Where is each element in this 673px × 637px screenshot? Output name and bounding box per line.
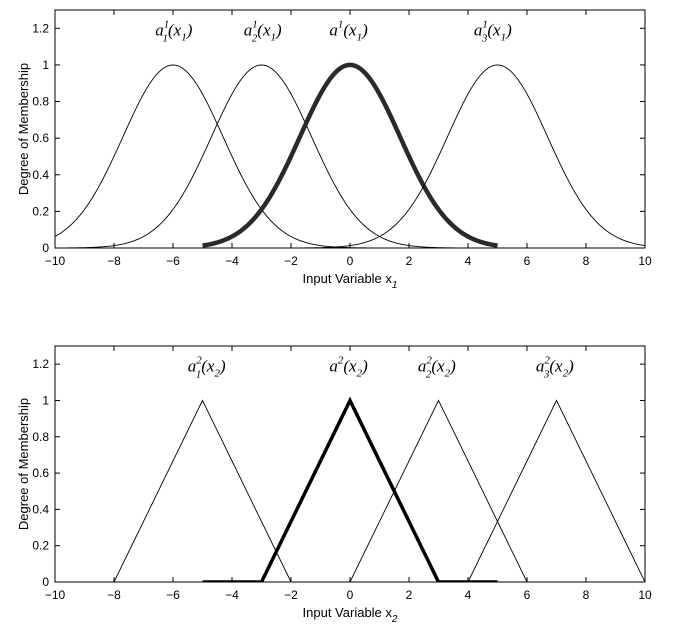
x-tick-label: −10 <box>45 254 66 268</box>
y-tick-label: 1 <box>42 393 49 407</box>
x-tick-label: 6 <box>524 588 531 602</box>
series-label-3: a1(x1) <box>329 19 368 44</box>
x-axis-label-text: Input Variable x <box>303 605 393 620</box>
series-label-1: a1 1(x1) <box>155 19 192 45</box>
series-label-4: a2 3(x2) <box>536 354 574 380</box>
y-tick-label: 0.8 <box>32 95 49 109</box>
y-tick-label: 0.6 <box>32 466 49 480</box>
x-tick-label: 10 <box>638 588 652 602</box>
plot-frame <box>54 345 646 583</box>
y-tick-label: 0 <box>42 241 49 255</box>
x-axis-label: Input Variable x2 <box>303 605 398 625</box>
plot-1: −10 −8 −6 −4 −2 0 2 4 6 8 10 0 0.2 0.4 0.6 0.8 1 1.2 Degre… <box>16 9 652 291</box>
x-tick-label: 8 <box>583 254 590 268</box>
series-label-1: a2 1(x2) <box>188 354 226 380</box>
x-tick-label: −8 <box>107 588 121 602</box>
x-tick-label: −8 <box>107 254 121 268</box>
x-tick-label: −10 <box>45 588 66 602</box>
series-line-3 <box>202 62 498 248</box>
y-tick-label: 0.8 <box>32 430 49 444</box>
x-axis-label-subscript: 1 <box>392 280 398 291</box>
series-line-2 <box>202 396 498 582</box>
x-tick-label: 10 <box>638 254 652 268</box>
y-tick-label: 0.6 <box>32 131 49 145</box>
series-label-2: a2(x2) <box>329 354 368 379</box>
x-tick-label: 2 <box>406 254 413 268</box>
plot-2: −10 −8 −6 −4 −2 0 2 4 6 8 10 0 0.2 0.4 0.6 0.8 1 1.2 Degre… <box>16 345 652 625</box>
series-line-1 <box>55 64 645 248</box>
series-line-3 <box>349 399 528 582</box>
y-axis-label: Degree of Membership <box>16 63 31 195</box>
x-tick-label: −2 <box>284 588 298 602</box>
y-tick-label: 1.2 <box>32 21 49 35</box>
y-tick-label: 0.4 <box>32 502 49 516</box>
y-tick-label: 0.4 <box>32 168 49 182</box>
y-tick-label: 1.2 <box>32 357 49 371</box>
x-tick-label: 0 <box>347 254 354 268</box>
x-tick-label: 0 <box>347 588 354 602</box>
series-label-2: a1 2(x1) <box>244 19 282 45</box>
series-line-4 <box>467 399 645 582</box>
x-tick-label: 4 <box>465 254 472 268</box>
x-tick-label: −6 <box>166 588 180 602</box>
x-tick-label: 2 <box>406 588 413 602</box>
y-tick-label: 0.2 <box>32 204 49 218</box>
y-tick-label: 0.2 <box>32 539 49 553</box>
y-tick-label: 1 <box>42 58 49 72</box>
x-tick-label: 8 <box>583 588 590 602</box>
y-axis-label: Degree of Membership <box>16 398 31 530</box>
x-axis-label: Input Variable x1 <box>303 271 398 291</box>
x-tick-label: −4 <box>225 588 239 602</box>
x-axis-label-text: Input Variable x <box>303 271 393 286</box>
x-tick-label: 6 <box>524 254 531 268</box>
series-line-2 <box>55 64 645 248</box>
plot-frame <box>54 9 646 249</box>
y-tick-label: 0 <box>42 575 49 589</box>
x-axis-label-subscript: 2 <box>391 614 398 625</box>
series-label-3: a2 2(x2) <box>418 354 456 380</box>
x-tick-label: −2 <box>284 254 298 268</box>
series-line-1 <box>113 399 292 582</box>
x-tick-label: −6 <box>166 254 180 268</box>
x-tick-label: 4 <box>465 588 472 602</box>
x-tick-label: −4 <box>225 254 239 268</box>
series-label-4: a1 3(x1) <box>474 19 512 45</box>
series-line-4 <box>55 64 645 248</box>
